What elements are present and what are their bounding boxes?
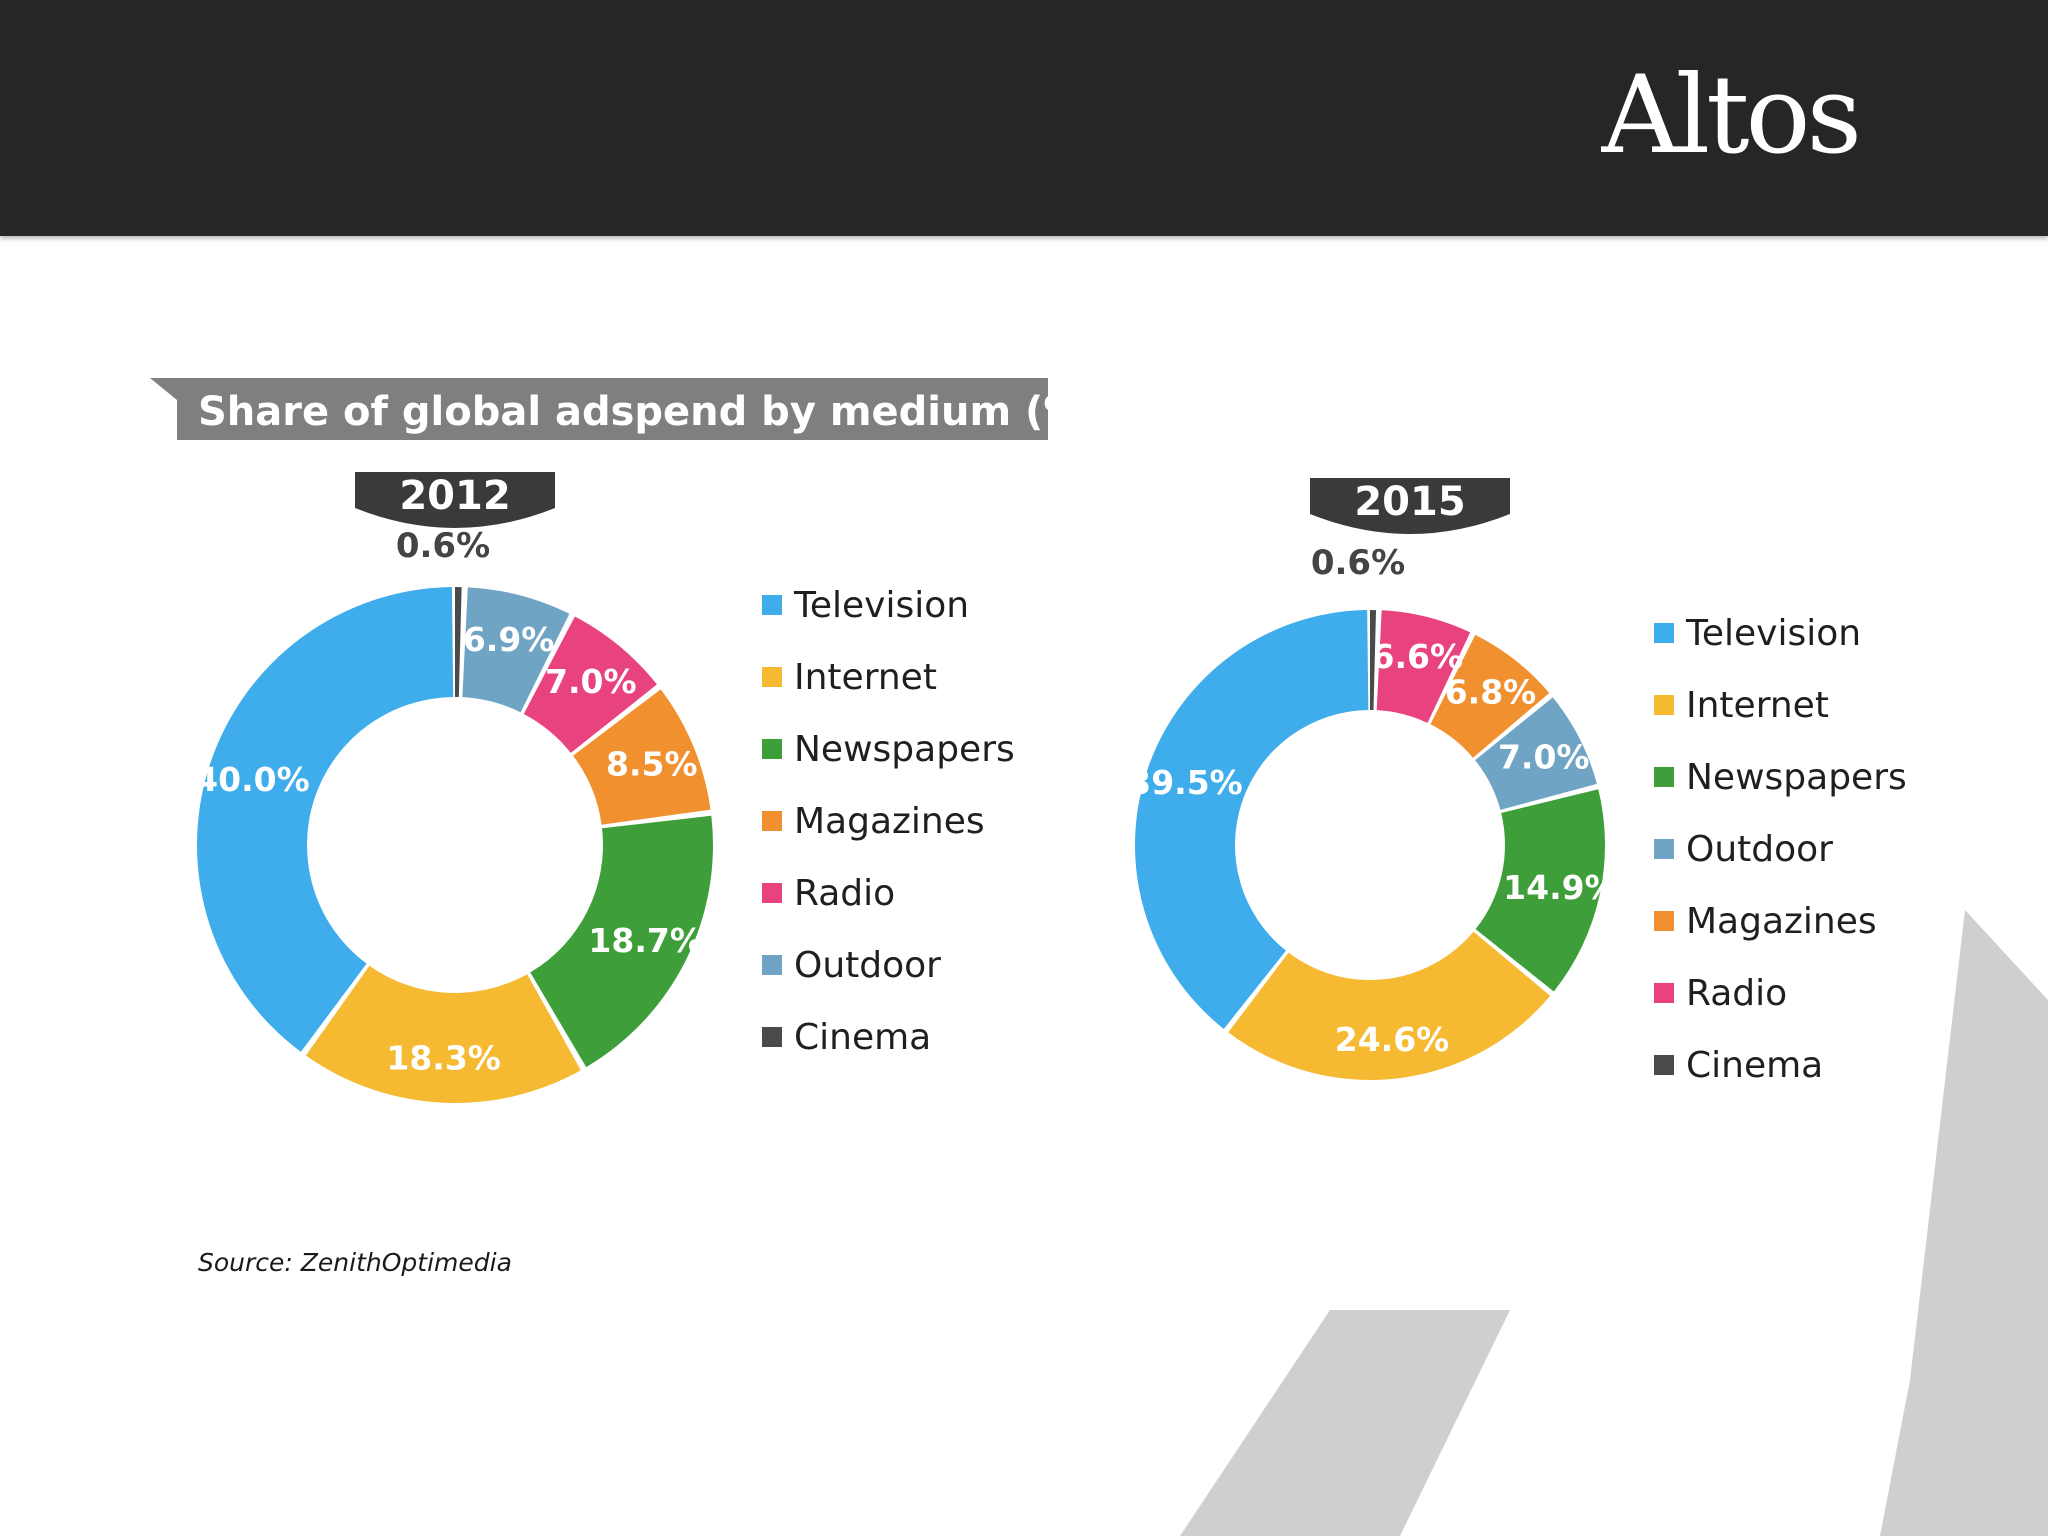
legend-swatch: [1654, 839, 1674, 859]
slice-2015-television: [1134, 610, 1369, 1029]
legend-label: Outdoor: [1686, 828, 1833, 870]
slice-2012-cinema: [455, 587, 462, 698]
legend-label: Outdoor: [794, 944, 941, 986]
legend-item-newspapers: Newspapers: [762, 724, 1015, 774]
slice-2012-magazines: [573, 689, 711, 825]
legend-swatch: [1654, 983, 1674, 1003]
year-tab-2015: [1310, 478, 1510, 534]
legend-item-cinema: Cinema: [1654, 1040, 1823, 1090]
slice-2012-television: [196, 587, 454, 1052]
header-bar: Altos: [0, 0, 2048, 236]
legend-item-cinema: Cinema: [762, 1012, 931, 1062]
legend-swatch: [762, 883, 782, 903]
legend-label: Radio: [1686, 972, 1788, 1014]
legend-label: Radio: [794, 872, 896, 914]
legend-swatch: [762, 1027, 782, 1047]
legend-swatch: [1654, 695, 1674, 715]
data-label-2012-internet: 18.3%: [386, 1039, 501, 1078]
data-label-2015-outdoor: 7.0%: [1498, 737, 1590, 776]
slice-2015-newspapers: [1475, 789, 1605, 992]
title-banner: [150, 378, 1048, 440]
slice-2012-newspapers: [530, 815, 713, 1068]
year-label-2015: 2015: [1354, 479, 1465, 525]
legend-item-outdoor: Outdoor: [762, 940, 941, 990]
data-label-2015-radio: 6.6%: [1372, 637, 1464, 676]
legend-swatch: [762, 739, 782, 759]
slice-2015-magazines: [1430, 634, 1550, 758]
altos-logo: Altos: [1601, 53, 1862, 178]
data-label-2015-newspapers: 14.9%: [1503, 868, 1618, 907]
slice-2012-radio: [523, 616, 657, 753]
data-label-2015-magazines: 6.8%: [1445, 673, 1537, 712]
data-label-2015-television: 39.5%: [1128, 763, 1243, 802]
legend-label: Newspapers: [1686, 756, 1907, 798]
legend-label: Cinema: [794, 1016, 932, 1058]
legend-item-internet: Internet: [762, 652, 937, 702]
background-logo-mark: [1180, 910, 2048, 1536]
data-label-2012-outdoor: 6.9%: [463, 620, 555, 659]
legend-swatch: [1654, 1055, 1674, 1075]
data-label-2012-television: 40.0%: [195, 760, 310, 799]
slice-2015-internet: [1228, 931, 1551, 1080]
data-label-2015-cinema: 0.6%: [1311, 543, 1405, 583]
legend-label: Newspapers: [794, 728, 1015, 770]
legend-swatch: [1654, 623, 1674, 643]
legend-swatch: [762, 811, 782, 831]
legend-item-magazines: Magazines: [1654, 896, 1877, 946]
legend-label: Magazines: [1686, 900, 1877, 942]
background-mark-right-leg: [1880, 910, 2048, 1536]
year-tab-2012: [355, 472, 555, 528]
legend-swatch: [762, 595, 782, 615]
legend-label: Internet: [1686, 684, 1829, 726]
legend-label: Television: [794, 584, 970, 626]
legend-item-magazines: Magazines: [762, 796, 985, 846]
legend-swatch: [762, 955, 782, 975]
legend-item-television: Television: [1654, 608, 1861, 658]
legend-item-television: Television: [762, 580, 969, 630]
legend-label: Internet: [794, 656, 937, 698]
source-note: Source: ZenithOptimedia: [198, 1248, 512, 1277]
slice-2015-cinema: [1370, 610, 1377, 711]
background-mark-left-leg: [1180, 1310, 1510, 1536]
slice-2015-outdoor: [1475, 697, 1597, 810]
slice-2012-internet: [305, 965, 581, 1103]
slice-2015-radio: [1376, 610, 1471, 723]
chart-title: Share of global adspend by medium (%): [198, 389, 1102, 435]
legend-item-radio: Radio: [1654, 968, 1787, 1018]
data-label-2012-radio: 7.0%: [545, 662, 637, 701]
legend-item-radio: Radio: [762, 868, 895, 918]
legend-swatch: [1654, 767, 1674, 787]
legend-swatch: [1654, 911, 1674, 931]
legend-item-internet: Internet: [1654, 680, 1829, 730]
slice-2012-outdoor: [462, 587, 570, 713]
legend-label: Magazines: [794, 800, 985, 842]
legend-item-newspapers: Newspapers: [1654, 752, 1907, 802]
data-label-2012-cinema: 0.6%: [396, 526, 490, 566]
legend-label: Television: [1686, 612, 1862, 654]
year-label-2012: 2012: [399, 473, 510, 519]
data-label-2015-internet: 24.6%: [1335, 1020, 1450, 1059]
legend-item-outdoor: Outdoor: [1654, 824, 1833, 874]
legend-label: Cinema: [1686, 1044, 1824, 1086]
data-label-2012-newspapers: 18.7%: [588, 921, 703, 960]
legend-swatch: [762, 667, 782, 687]
data-label-2012-magazines: 8.5%: [606, 744, 698, 783]
